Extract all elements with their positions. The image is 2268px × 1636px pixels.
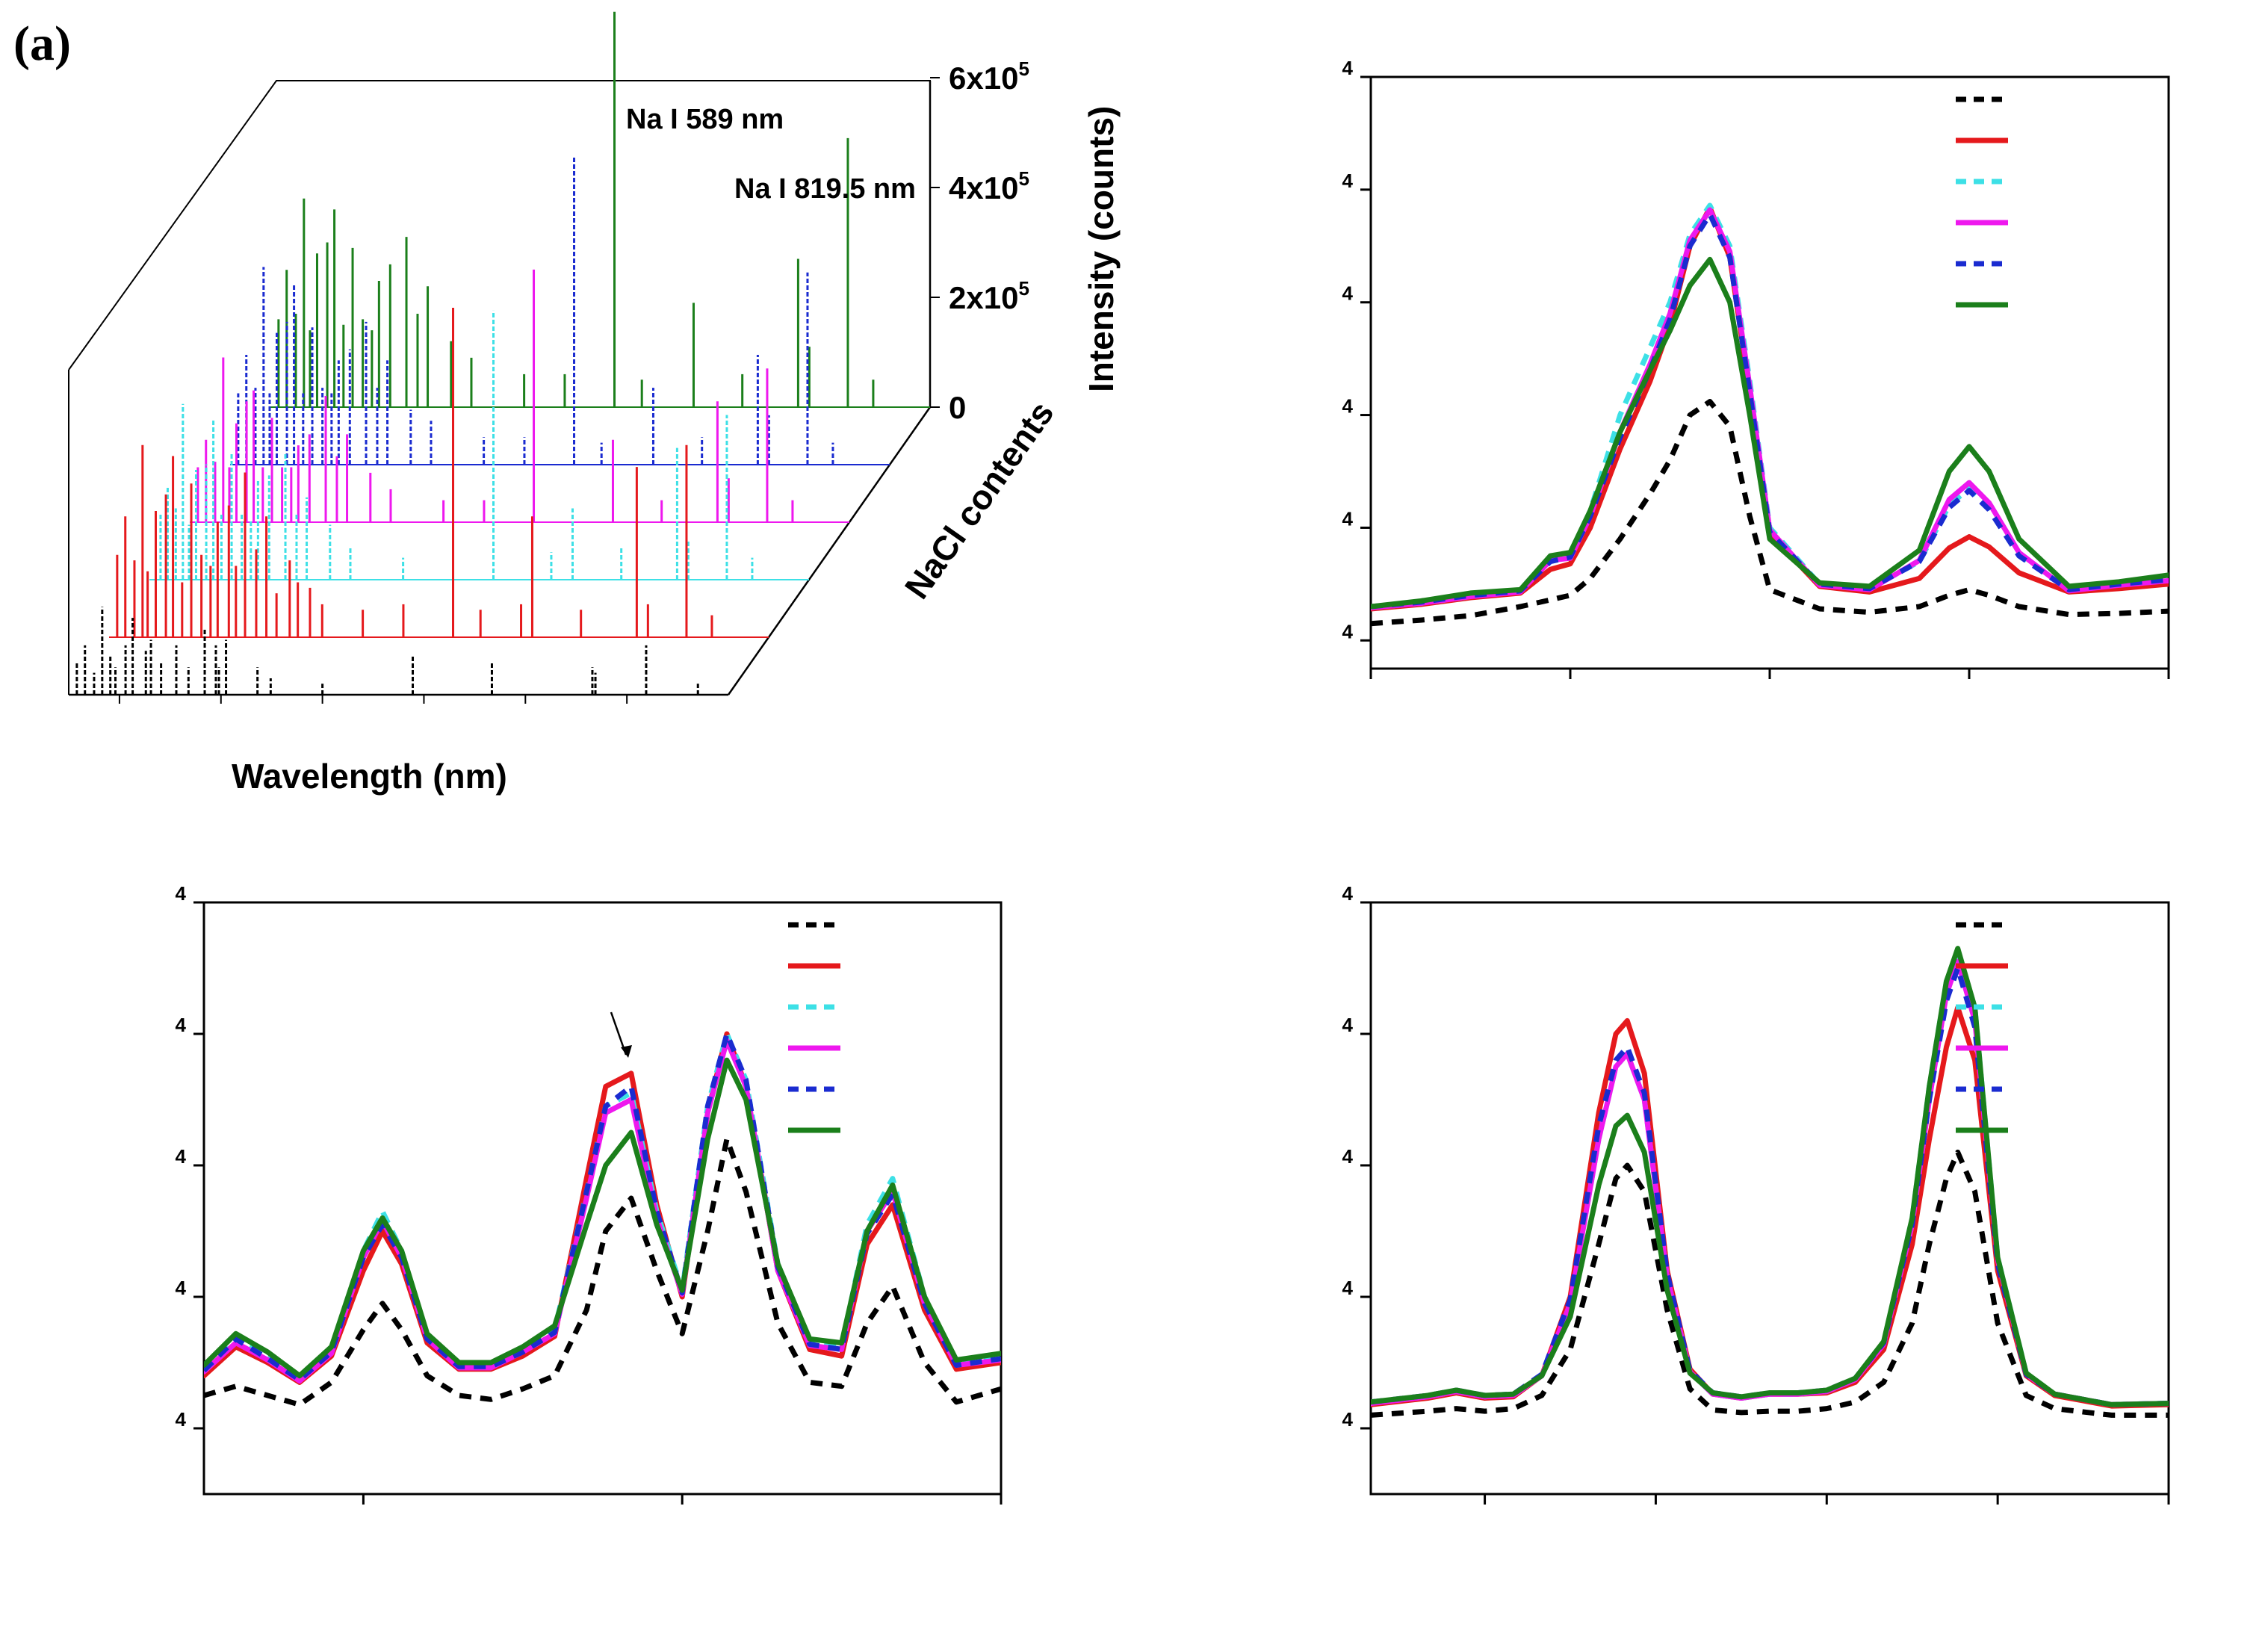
panel-b-ytick-label-exponent: 4 — [1342, 170, 1354, 192]
panel-a-ztick-label: 4x105 — [949, 167, 1029, 205]
panel-a-series-10 — [109, 308, 769, 638]
panel-a-depth-label: NaCl contents — [897, 394, 1062, 606]
panel-d-series-10 — [1371, 1005, 2169, 1409]
panel-c-ytick-label-exponent: 4 — [176, 882, 187, 905]
panel-a-series-30 — [270, 11, 930, 408]
panel-d-series-25 — [1371, 965, 2169, 1407]
panel-a-back-box — [68, 80, 931, 407]
panel-d-ytick-label: 4 — [1342, 882, 1354, 905]
panel-a-ztick-exponent: 5 — [1018, 167, 1029, 190]
panel-c-ytick-label: 4 — [176, 882, 187, 905]
panel-b-ytick-label-exponent: 4 — [1342, 57, 1354, 79]
panel-a-series-0 — [69, 607, 728, 695]
panel-d-ytick-label: 4 — [1342, 1145, 1354, 1168]
panel-b-series-15 — [1371, 202, 2169, 610]
panel-c: 4 4 4 4 4 — [176, 882, 1003, 1505]
panel-a-series-20 — [190, 269, 849, 523]
panel-c-series-0 — [204, 1136, 1001, 1407]
panel-c-ytick-label: 4 — [176, 1145, 187, 1168]
panel-d-series-15 — [1371, 948, 2169, 1407]
panel-c-ytick-label: 4 — [176, 1408, 187, 1431]
panel-b-ytick-label: 4 — [1342, 170, 1354, 192]
panel-a-annotation-na819: Na I 819.5 nm — [734, 173, 916, 205]
panel-b-ytick-label-exponent: 4 — [1342, 395, 1354, 418]
panel-b-ytick-label: 4 — [1342, 507, 1354, 530]
panel-d-series-30 — [1371, 946, 2169, 1407]
panel-b-ytick-label-exponent: 4 — [1342, 282, 1354, 305]
panel-b-series-20 — [1371, 207, 2169, 610]
panel-a-depth-axis — [727, 406, 932, 695]
panel-b-ytick-label-exponent: 4 — [1342, 620, 1354, 642]
panel-a-label: (a) — [13, 16, 71, 71]
panel-b-series-25 — [1371, 211, 2169, 610]
panel-b-ytick-label: 4 — [1342, 282, 1354, 305]
panel-b-series-30 — [1371, 256, 2169, 610]
panel-d-series-0 — [1371, 1149, 2169, 1418]
panel-d-ytick-label: 4 — [1342, 1277, 1354, 1299]
panel-d-series-group — [1371, 946, 2169, 1418]
panel-b-series-group — [1371, 202, 2169, 627]
panel-d: 4 4 4 4 4 — [1342, 882, 2170, 1505]
panel-d-ytick-label-exponent: 4 — [1342, 882, 1354, 905]
panel-d-ytick-label-exponent: 4 — [1342, 1145, 1354, 1168]
panel-a: (a) 02x1054x1056x1058x105 Wavelength (nm… — [13, 11, 1121, 796]
panel-a-ztick-exponent: 5 — [1018, 58, 1029, 80]
panel-b-series-10 — [1371, 205, 2169, 612]
panel-c-series-group — [204, 1031, 1001, 1407]
panel-c-ytick-label: 4 — [176, 1014, 187, 1036]
panel-d-ytick-label-exponent: 4 — [1342, 1014, 1354, 1036]
panel-a-zlabel: Intensity (counts) — [1082, 106, 1121, 392]
panel-a-xlabel: Wavelength (nm) — [232, 757, 507, 796]
panel-d-series-20 — [1371, 958, 2169, 1407]
panel-d-ytick-label-exponent: 4 — [1342, 1277, 1354, 1299]
panel-a-ztick-exponent: 5 — [1018, 277, 1029, 300]
panel-b-ytick-label: 4 — [1342, 395, 1354, 418]
panel-a-annotation-na589: Na I 589 nm — [626, 104, 784, 135]
panel-d-ytick-label: 4 — [1342, 1408, 1354, 1431]
panel-d-plot-frame — [1369, 901, 2170, 1496]
panel-b: 4 4 4 4 4 4 — [1342, 57, 2170, 679]
panel-a-series-15 — [149, 310, 809, 580]
panel-b-ytick-label: 4 — [1342, 620, 1354, 642]
panel-b-ytick-label: 4 — [1342, 57, 1354, 79]
panel-b-ytick-label-exponent: 4 — [1342, 507, 1354, 530]
panel-c-ytick-label: 4 — [176, 1277, 187, 1299]
panel-c-series-30 — [204, 1057, 1001, 1379]
panel-c-annotation-arrowhead — [621, 1045, 632, 1058]
panel-a-ztick-label: 0 — [949, 390, 966, 425]
panel-a-ztick-label: 2x105 — [949, 277, 1029, 315]
panel-c-ytick-label-exponent: 4 — [176, 1408, 187, 1431]
panel-c-ytick-label-exponent: 4 — [176, 1277, 187, 1299]
panel-a-series-25 — [230, 157, 890, 465]
panel-c-ytick-label-exponent: 4 — [176, 1145, 187, 1168]
panel-a-ztick-label: 6x105 — [949, 58, 1029, 96]
panel-c-ytick-label-exponent: 4 — [176, 1014, 187, 1036]
panel-d-ytick-label: 4 — [1342, 1014, 1354, 1036]
panel-d-ytick-label-exponent: 4 — [1342, 1408, 1354, 1431]
panel-c-plot-frame — [202, 901, 1003, 1496]
